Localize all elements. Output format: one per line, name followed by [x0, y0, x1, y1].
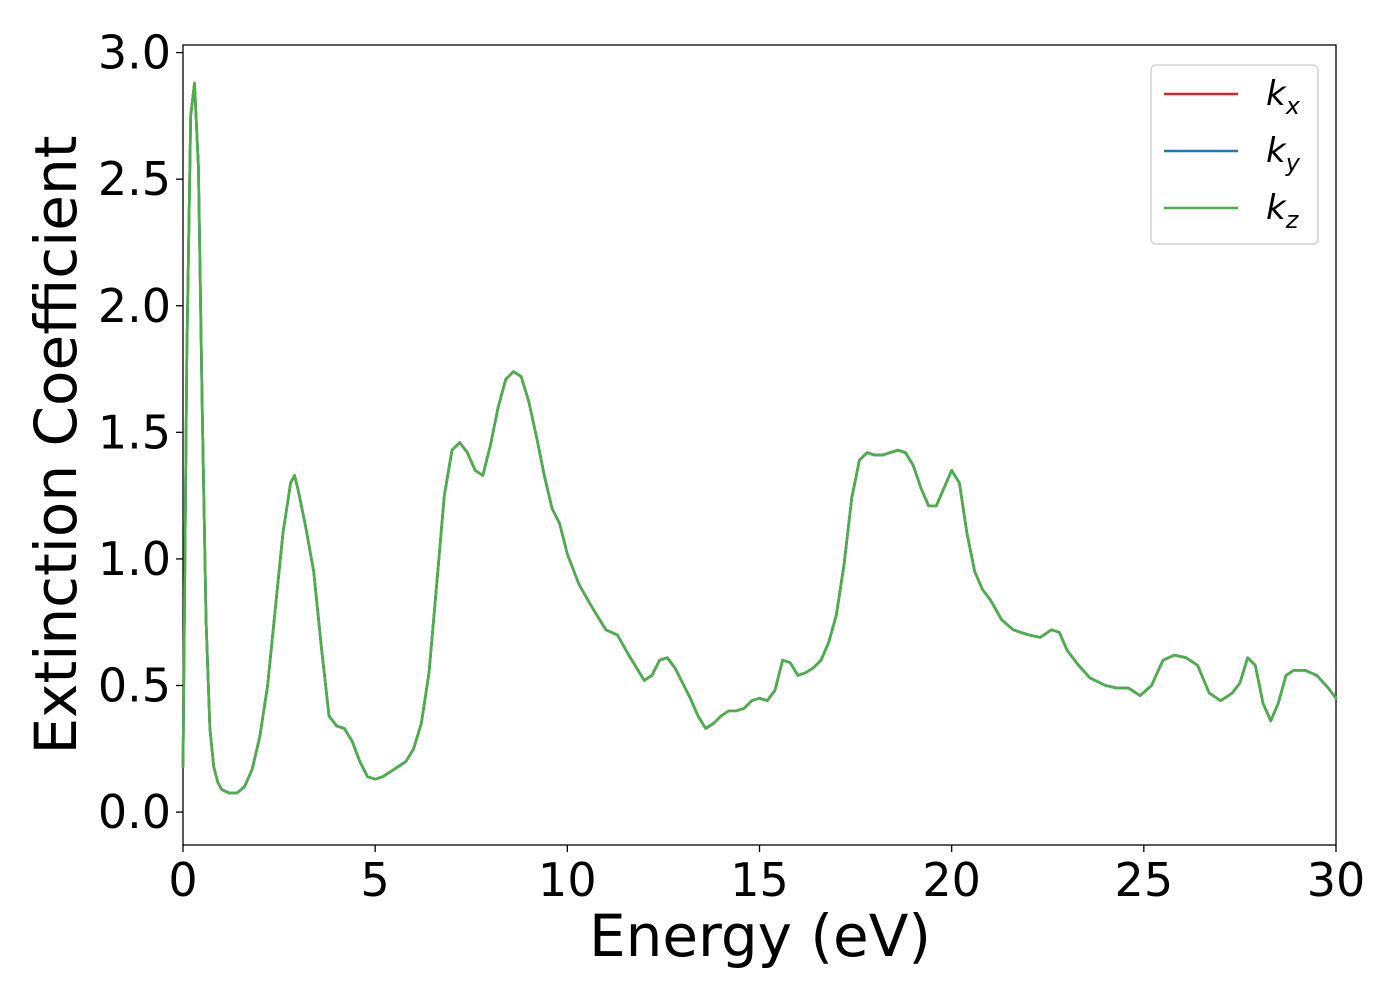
y-tick-label: 1.5	[98, 405, 171, 459]
x-tick-label: 20	[922, 853, 981, 907]
legend-label-ky: ky	[1266, 131, 1301, 177]
y-tick-label: 0.5	[98, 659, 171, 713]
x-tick-label: 5	[361, 853, 390, 907]
legend-label-kx: kx	[1266, 74, 1301, 120]
x-axis-ticks: 0 5 10 15 20 25 30	[168, 845, 1365, 907]
y-tick-label: 0.0	[98, 785, 171, 839]
legend-label-kz: kz	[1266, 188, 1300, 234]
series-layer	[181, 81, 1338, 795]
y-tick-label: 2.0	[98, 279, 171, 333]
y-tick-label: 3.0	[98, 26, 171, 80]
y-axis-title: Extinction Coefficient	[22, 136, 90, 755]
x-tick-label: 10	[538, 853, 597, 907]
y-tick-label: 2.5	[98, 152, 171, 206]
y-axis-ticks: 0.0 0.5 1.0 1.5 2.0 2.5 3.0	[98, 26, 183, 839]
x-tick-label: 15	[730, 853, 789, 907]
legend-box	[1150, 64, 1319, 245]
x-axis-title: Energy (eV)	[589, 902, 931, 970]
plot-area: 0 5 10 15 20 25 30 0.0 0.5 1.0 1.5 2.0 2.5 3.0	[98, 26, 1365, 907]
y-tick-label: 1.0	[98, 532, 171, 586]
x-tick-label: 25	[1115, 853, 1174, 907]
x-tick-label: 0	[168, 853, 197, 907]
legend: kx ky kz	[1150, 64, 1319, 245]
x-tick-label: 30	[1307, 853, 1366, 907]
series-line-kz	[181, 81, 1338, 795]
